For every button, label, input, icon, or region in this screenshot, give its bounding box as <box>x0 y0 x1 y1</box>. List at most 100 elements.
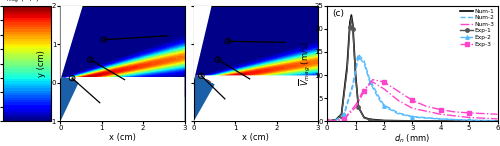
Polygon shape <box>194 75 318 121</box>
Num-1 <box>350 23 356 25</box>
Num-3 <box>333 120 339 122</box>
Num-1 <box>361 117 367 118</box>
Num-2 <box>333 119 339 121</box>
Exp-1 <box>466 120 472 122</box>
Exp-3 <box>324 120 330 122</box>
Num-3 <box>438 113 444 115</box>
Polygon shape <box>194 6 212 81</box>
Exp-3 <box>452 111 458 113</box>
Exp-1 <box>356 106 362 108</box>
Exp-1 <box>494 120 500 122</box>
Exp-2 <box>395 113 401 115</box>
Num-2 <box>438 118 444 120</box>
Line: Exp-2: Exp-2 <box>326 55 499 123</box>
Num-3 <box>324 120 330 122</box>
Exp-2 <box>494 120 500 122</box>
X-axis label: x (cm): x (cm) <box>109 133 136 142</box>
Legend: Num-1, Num-2, Num-3, Exp-1, Exp-2, Exp-3: Num-1, Num-2, Num-3, Exp-1, Exp-2, Exp-3 <box>458 6 497 49</box>
Num-1 <box>367 118 373 120</box>
Exp-2 <box>350 86 356 87</box>
Exp-1 <box>350 28 356 30</box>
Text: (c): (c) <box>332 9 344 18</box>
Num-1 <box>324 120 330 122</box>
Exp-2 <box>324 120 330 122</box>
Num-1 <box>438 120 444 122</box>
Num-2 <box>361 60 367 62</box>
Num-1 <box>494 120 500 122</box>
Text: (b): (b) <box>198 9 210 18</box>
Exp-1 <box>338 115 344 117</box>
Num-1 <box>333 119 339 121</box>
Num-2 <box>410 116 416 117</box>
Num-3 <box>381 88 387 90</box>
Exp-1 <box>333 119 339 121</box>
Exp-1 <box>410 120 416 122</box>
Num-1 <box>352 74 358 76</box>
Y-axis label: y (cm): y (cm) <box>37 50 46 77</box>
Num-1 <box>347 21 353 23</box>
Exp-3 <box>333 120 339 122</box>
Exp-1 <box>381 120 387 122</box>
Exp-1 <box>352 77 358 78</box>
Exp-2 <box>342 113 347 115</box>
Num-3 <box>395 100 401 101</box>
Line: Num-1: Num-1 <box>327 15 498 121</box>
Num-2 <box>466 119 472 121</box>
Num-2 <box>494 120 500 122</box>
Text: $\overline{V}_{mag}$ (m/s): $\overline{V}_{mag}$ (m/s) <box>2 0 40 6</box>
Num-3 <box>466 117 472 118</box>
Exp-3 <box>466 112 472 114</box>
Exp-3 <box>352 106 358 108</box>
Line: Num-2: Num-2 <box>327 54 498 121</box>
Num-1 <box>338 113 344 115</box>
Exp-1 <box>344 69 350 71</box>
Num-1 <box>410 120 416 122</box>
Exp-3 <box>361 90 367 92</box>
Exp-1 <box>367 119 373 121</box>
Text: 2: 2 <box>216 57 220 62</box>
Exp-3 <box>438 109 444 111</box>
Exp-2 <box>356 56 362 58</box>
Num-3 <box>361 88 367 90</box>
Num-3 <box>352 104 358 106</box>
Exp-1 <box>347 26 353 27</box>
Exp-1 <box>438 120 444 122</box>
Num-3 <box>370 81 376 83</box>
Text: 1: 1 <box>226 39 230 44</box>
Exp-1 <box>324 120 330 122</box>
Text: 2: 2 <box>88 57 92 62</box>
Exp-3 <box>370 79 376 81</box>
Num-2 <box>367 79 373 81</box>
Text: 3: 3 <box>200 73 203 78</box>
Exp-1 <box>348 16 354 18</box>
Exp-2 <box>376 97 382 99</box>
Exp-3 <box>410 100 416 101</box>
Num-2 <box>381 104 387 106</box>
Num-1 <box>356 106 362 108</box>
Line: Exp-1: Exp-1 <box>326 16 499 123</box>
Exp-3 <box>395 90 401 92</box>
Text: 1: 1 <box>102 37 106 42</box>
Exp-3 <box>494 113 500 115</box>
Exp-2 <box>361 63 367 64</box>
Polygon shape <box>60 6 82 80</box>
Num-2 <box>395 112 401 114</box>
Num-2 <box>376 95 382 97</box>
Exp-3 <box>424 106 430 107</box>
Exp-2 <box>333 119 339 121</box>
Polygon shape <box>60 77 184 121</box>
Line: Num-3: Num-3 <box>327 82 498 121</box>
Num-1 <box>381 120 387 121</box>
Num-3 <box>342 118 347 119</box>
Num-1 <box>466 120 472 122</box>
Text: (a): (a) <box>64 9 76 18</box>
Num-1 <box>344 65 350 67</box>
Num-2 <box>324 120 330 122</box>
Y-axis label: $\overline{V}_{mag}$ (m/s): $\overline{V}_{mag}$ (m/s) <box>298 41 312 86</box>
Num-2 <box>342 112 347 114</box>
Line: Exp-3: Exp-3 <box>326 78 499 123</box>
Exp-2 <box>367 81 373 83</box>
Num-2 <box>350 83 356 85</box>
Num-3 <box>410 107 416 109</box>
Exp-2 <box>381 106 387 107</box>
